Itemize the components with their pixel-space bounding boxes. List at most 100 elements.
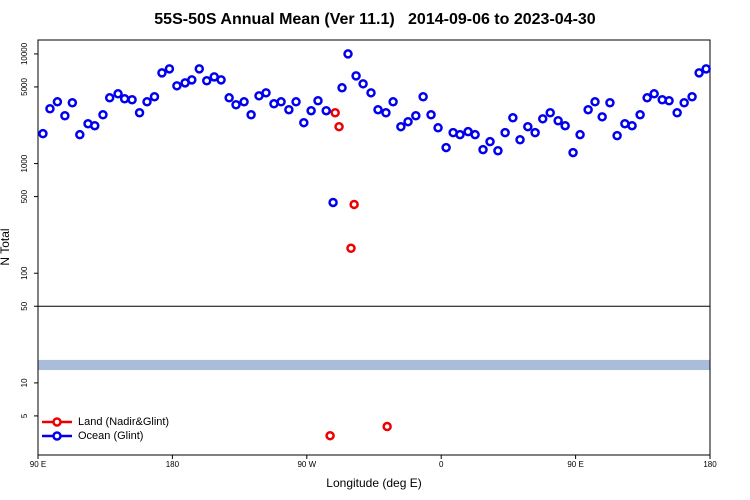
x-tick-label: 0 [439, 460, 444, 469]
point [649, 89, 659, 99]
point [157, 68, 167, 78]
y-axis-label: N Total [0, 228, 12, 265]
point [104, 93, 115, 103]
point [701, 64, 711, 74]
point [672, 107, 682, 118]
point [366, 88, 376, 98]
point [325, 430, 335, 441]
point [343, 49, 353, 59]
point [642, 93, 652, 103]
point [478, 144, 488, 155]
point [306, 105, 316, 116]
point [75, 129, 85, 140]
point [330, 107, 340, 118]
point [433, 123, 443, 133]
x-tick-label: 90 W [297, 460, 316, 469]
point [239, 97, 249, 107]
point [261, 88, 271, 98]
point [149, 91, 160, 102]
point [560, 120, 570, 131]
point [224, 93, 234, 103]
point [194, 64, 205, 74]
point [276, 97, 286, 107]
point [201, 76, 212, 86]
point [382, 421, 392, 432]
point [470, 129, 480, 140]
point [605, 97, 615, 108]
point [216, 75, 226, 85]
point [523, 121, 533, 132]
point [284, 104, 294, 115]
point [313, 96, 323, 106]
point [426, 109, 436, 120]
point [98, 109, 108, 120]
legend-marker [52, 417, 62, 427]
point [635, 109, 645, 120]
x-tick-label: 180 [166, 460, 180, 469]
point [299, 117, 309, 128]
point [583, 104, 593, 115]
point [545, 107, 555, 118]
point [119, 94, 130, 104]
x-tick-label: 90 E [567, 460, 583, 469]
point [485, 136, 495, 147]
point [508, 112, 518, 123]
point [500, 127, 510, 138]
point [142, 97, 152, 107]
point [246, 109, 256, 120]
y-tick-label: 100 [20, 266, 29, 280]
y-tick-label: 10 [20, 378, 29, 387]
point [403, 116, 413, 127]
point [321, 105, 331, 116]
point [127, 95, 137, 105]
point [612, 130, 622, 141]
point [455, 129, 465, 140]
y-tick-label: 5 [20, 413, 29, 418]
point [351, 71, 361, 81]
point [346, 243, 356, 254]
x-tick-label: 90 E [30, 460, 46, 469]
band [38, 359, 710, 371]
point [441, 142, 451, 153]
point [687, 91, 697, 102]
plot-frame [37, 39, 711, 456]
point [568, 147, 578, 158]
chart-title: 55S-50S Annual Mean (Ver 11.1) 2014-09-0… [154, 11, 596, 28]
x-axis-label: Longitude (deg E) [326, 476, 421, 490]
point [231, 100, 241, 110]
point [597, 112, 607, 122]
y-tick-label: 1000 [20, 154, 29, 172]
point [537, 114, 548, 124]
point [337, 83, 347, 93]
point [388, 97, 398, 107]
point [396, 121, 406, 132]
point [358, 79, 368, 89]
point [664, 96, 674, 106]
y-tick-label: 5000 [20, 77, 29, 95]
legend-label: Ocean (Glint) [78, 430, 143, 442]
point [575, 129, 585, 140]
point [694, 68, 704, 78]
point [172, 81, 182, 91]
point [38, 128, 48, 139]
point [187, 75, 197, 85]
y-tick-label: 10000 [20, 42, 29, 65]
point [411, 111, 421, 121]
point [291, 97, 301, 107]
legend-marker [52, 431, 62, 441]
point [679, 97, 689, 108]
point [164, 64, 175, 74]
point [530, 127, 540, 138]
point [349, 199, 359, 210]
point [381, 107, 391, 118]
y-tick-label: 50 [20, 301, 29, 310]
point [134, 107, 145, 118]
point [418, 91, 428, 102]
point [328, 197, 338, 208]
point [590, 97, 600, 107]
point [113, 89, 123, 99]
point [627, 120, 637, 131]
point [334, 121, 344, 132]
point [553, 115, 563, 126]
